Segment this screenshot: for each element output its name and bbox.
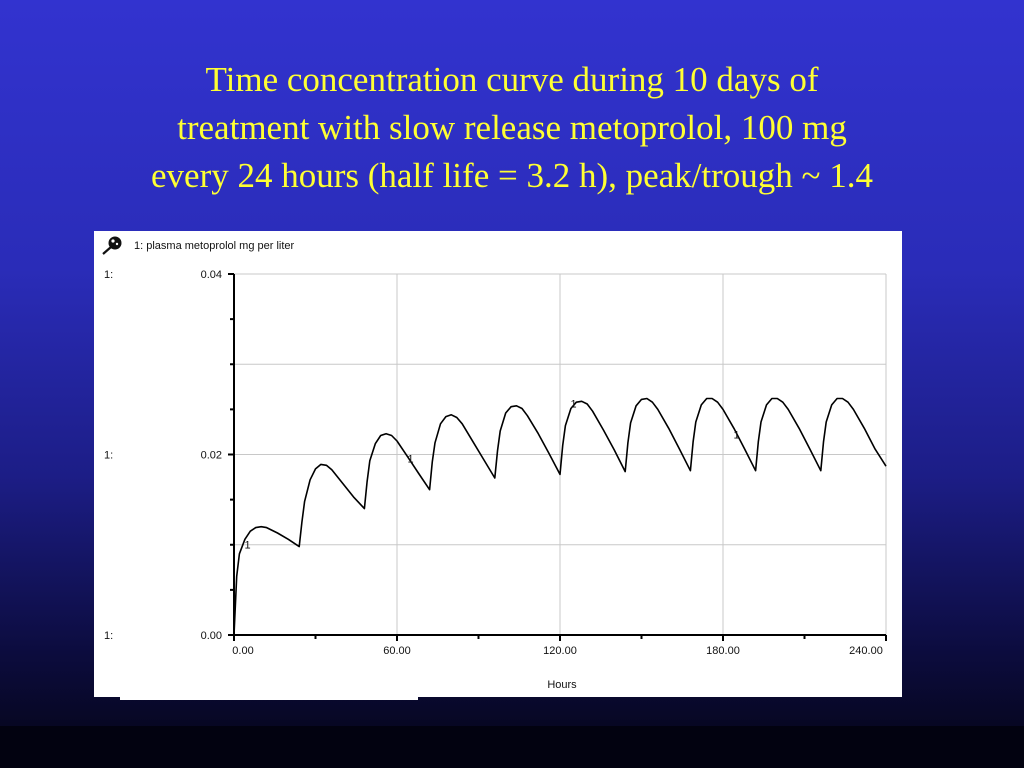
x-axis-label: Hours	[547, 679, 577, 691]
series-1-marker: 1	[571, 399, 577, 411]
axes	[228, 273, 887, 641]
bottom-band	[0, 726, 1024, 768]
y-tick-prefix: 1:	[104, 269, 113, 281]
title-line-1: Time concentration curve during 10 days …	[205, 60, 819, 99]
slide-title: Time concentration curve during 10 days …	[0, 56, 1024, 200]
panel-tab	[120, 690, 418, 700]
x-tick-label: 60.00	[383, 645, 411, 657]
x-tick-label: 120.00	[543, 645, 577, 657]
series-1-line	[233, 397, 887, 636]
series-1-marker: 1	[245, 539, 251, 551]
y-tick-label: 0.04	[201, 269, 222, 281]
pin-icon[interactable]	[102, 236, 122, 255]
series-1-marker: 1	[408, 454, 414, 466]
x-tick-label: 240.00	[849, 645, 883, 657]
legend-label: 1: plasma metoprolol mg per liter	[134, 240, 295, 252]
tick-labels: 0.00 1: 0.02 1: 0.04 1: 0.00 60.00 120.00 180.00 2…	[104, 269, 883, 657]
y-tick-prefix: 1:	[104, 450, 113, 462]
x-tick-label: 180.00	[706, 645, 740, 657]
y-tick-prefix: 1:	[104, 630, 113, 642]
title-line-3: every 24 hours (half life = 3.2 h), peak…	[151, 156, 873, 195]
concentration-chart: 1: plasma metoprolol mg per liter 0.00 1:…	[102, 236, 887, 691]
chart-panel: 1: plasma metoprolol mg per liter 0.00 1:…	[94, 231, 902, 697]
x-tick-label: 0.00	[232, 645, 253, 657]
series-markers: 1 1 1 1	[245, 399, 740, 552]
series-1-marker: 1	[734, 429, 740, 441]
y-tick-label: 0.00	[201, 630, 222, 642]
title-line-2: treatment with slow release metoprolol, …	[177, 108, 847, 147]
y-tick-label: 0.02	[201, 450, 222, 462]
grid	[234, 273, 887, 635]
